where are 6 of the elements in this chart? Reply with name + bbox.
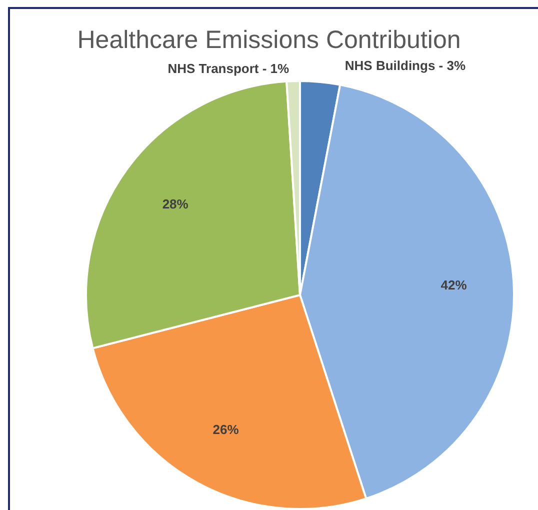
slice-label: NHS Transport - 1% (168, 61, 290, 76)
data-label: 28% (162, 196, 189, 212)
data-label: 42% (440, 277, 468, 292)
chart-title: Healthcare Emissions Contribution (77, 26, 461, 54)
slice-label: NHS Buildings - 3% (344, 58, 466, 73)
data-label: 26% (212, 422, 240, 438)
